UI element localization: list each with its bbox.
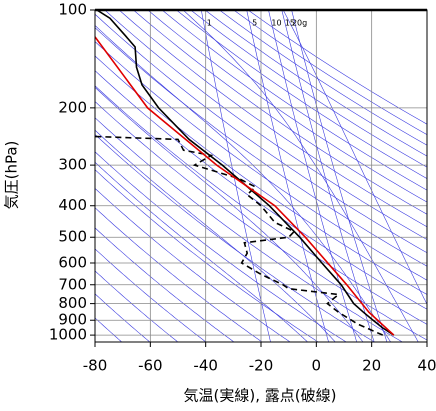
dry-adiabat (95, 55, 427, 295)
dry-adiabat (95, 169, 319, 342)
x-tick-label: 0 (312, 357, 322, 375)
dry-adiabat (95, 187, 291, 342)
moist-adiabat (95, 86, 364, 342)
x-tick-label: 20 (362, 357, 381, 375)
x-tick-label: -20 (249, 357, 274, 375)
y-tick-label: 700 (58, 275, 87, 293)
y-tick-label: 300 (58, 156, 87, 174)
mixing-ratio-label: 20g (292, 19, 307, 28)
mixing-ratio-label: 15 (285, 19, 295, 28)
dry-adiabat (95, 13, 427, 254)
dry-adiabat (95, 270, 179, 342)
dry-adiabat (95, 117, 403, 342)
x-tick-label: -40 (193, 357, 218, 375)
moist-adiabat (95, 161, 308, 342)
dry-adiabat (132, 10, 427, 215)
y-tick-label: 900 (58, 311, 87, 329)
profile-line (95, 135, 384, 336)
mixing-ratio-line (200, 10, 271, 342)
dry-adiabat (147, 10, 427, 203)
y-tick-label: 500 (58, 228, 87, 246)
dry-adiabat (190, 10, 427, 168)
dry-adiabat (118, 10, 427, 228)
dry-adiabat (104, 10, 427, 240)
dry-adiabat (95, 101, 427, 341)
mixing-ratio-line (281, 10, 375, 342)
mixing-ratio-line (268, 10, 358, 342)
y-tick-label: 1000 (49, 326, 87, 344)
x-tick-label: -60 (138, 357, 163, 375)
dry-adiabat (95, 70, 427, 310)
x-tick-label: 40 (417, 357, 436, 375)
y-tick-label: 800 (58, 294, 87, 312)
y-tick-label: 600 (58, 253, 87, 271)
profiles (95, 10, 395, 336)
mixing-ratio-label: 10 (271, 19, 281, 28)
y-axis-label: 気圧(hPa) (3, 141, 21, 210)
dry-adiabat (95, 41, 427, 281)
y-tick-label: 400 (58, 196, 87, 214)
dry-adiabat (95, 27, 427, 267)
moist-adiabat (282, 10, 427, 306)
profile-line (95, 36, 395, 336)
mixing-ratio-label: 5 (252, 19, 257, 28)
dry-adiabat (95, 248, 207, 342)
dry-adiabat (95, 317, 123, 342)
dry-adiabat (204, 10, 427, 157)
dry-adiabat (175, 10, 427, 179)
dry-adiabat (95, 151, 347, 342)
dry-adiabat (95, 227, 235, 342)
mixing-ratio-label: 1 (207, 19, 212, 28)
y-tick-label: 200 (58, 98, 87, 116)
dry-adiabat (218, 10, 427, 146)
y-tick-label: 100 (58, 1, 87, 19)
dry-adiabat (95, 293, 151, 342)
x-axis-label: 気温(実線), 露点(破線) (184, 387, 337, 405)
x-tick-label: -80 (83, 357, 108, 375)
mixing-ratio-line (246, 10, 329, 342)
profile-line (96, 10, 395, 336)
dry-adiabat (95, 85, 427, 325)
moist-adiabat (95, 129, 336, 342)
dry-adiabat (95, 207, 263, 342)
mixing-ratio-line (291, 10, 388, 342)
